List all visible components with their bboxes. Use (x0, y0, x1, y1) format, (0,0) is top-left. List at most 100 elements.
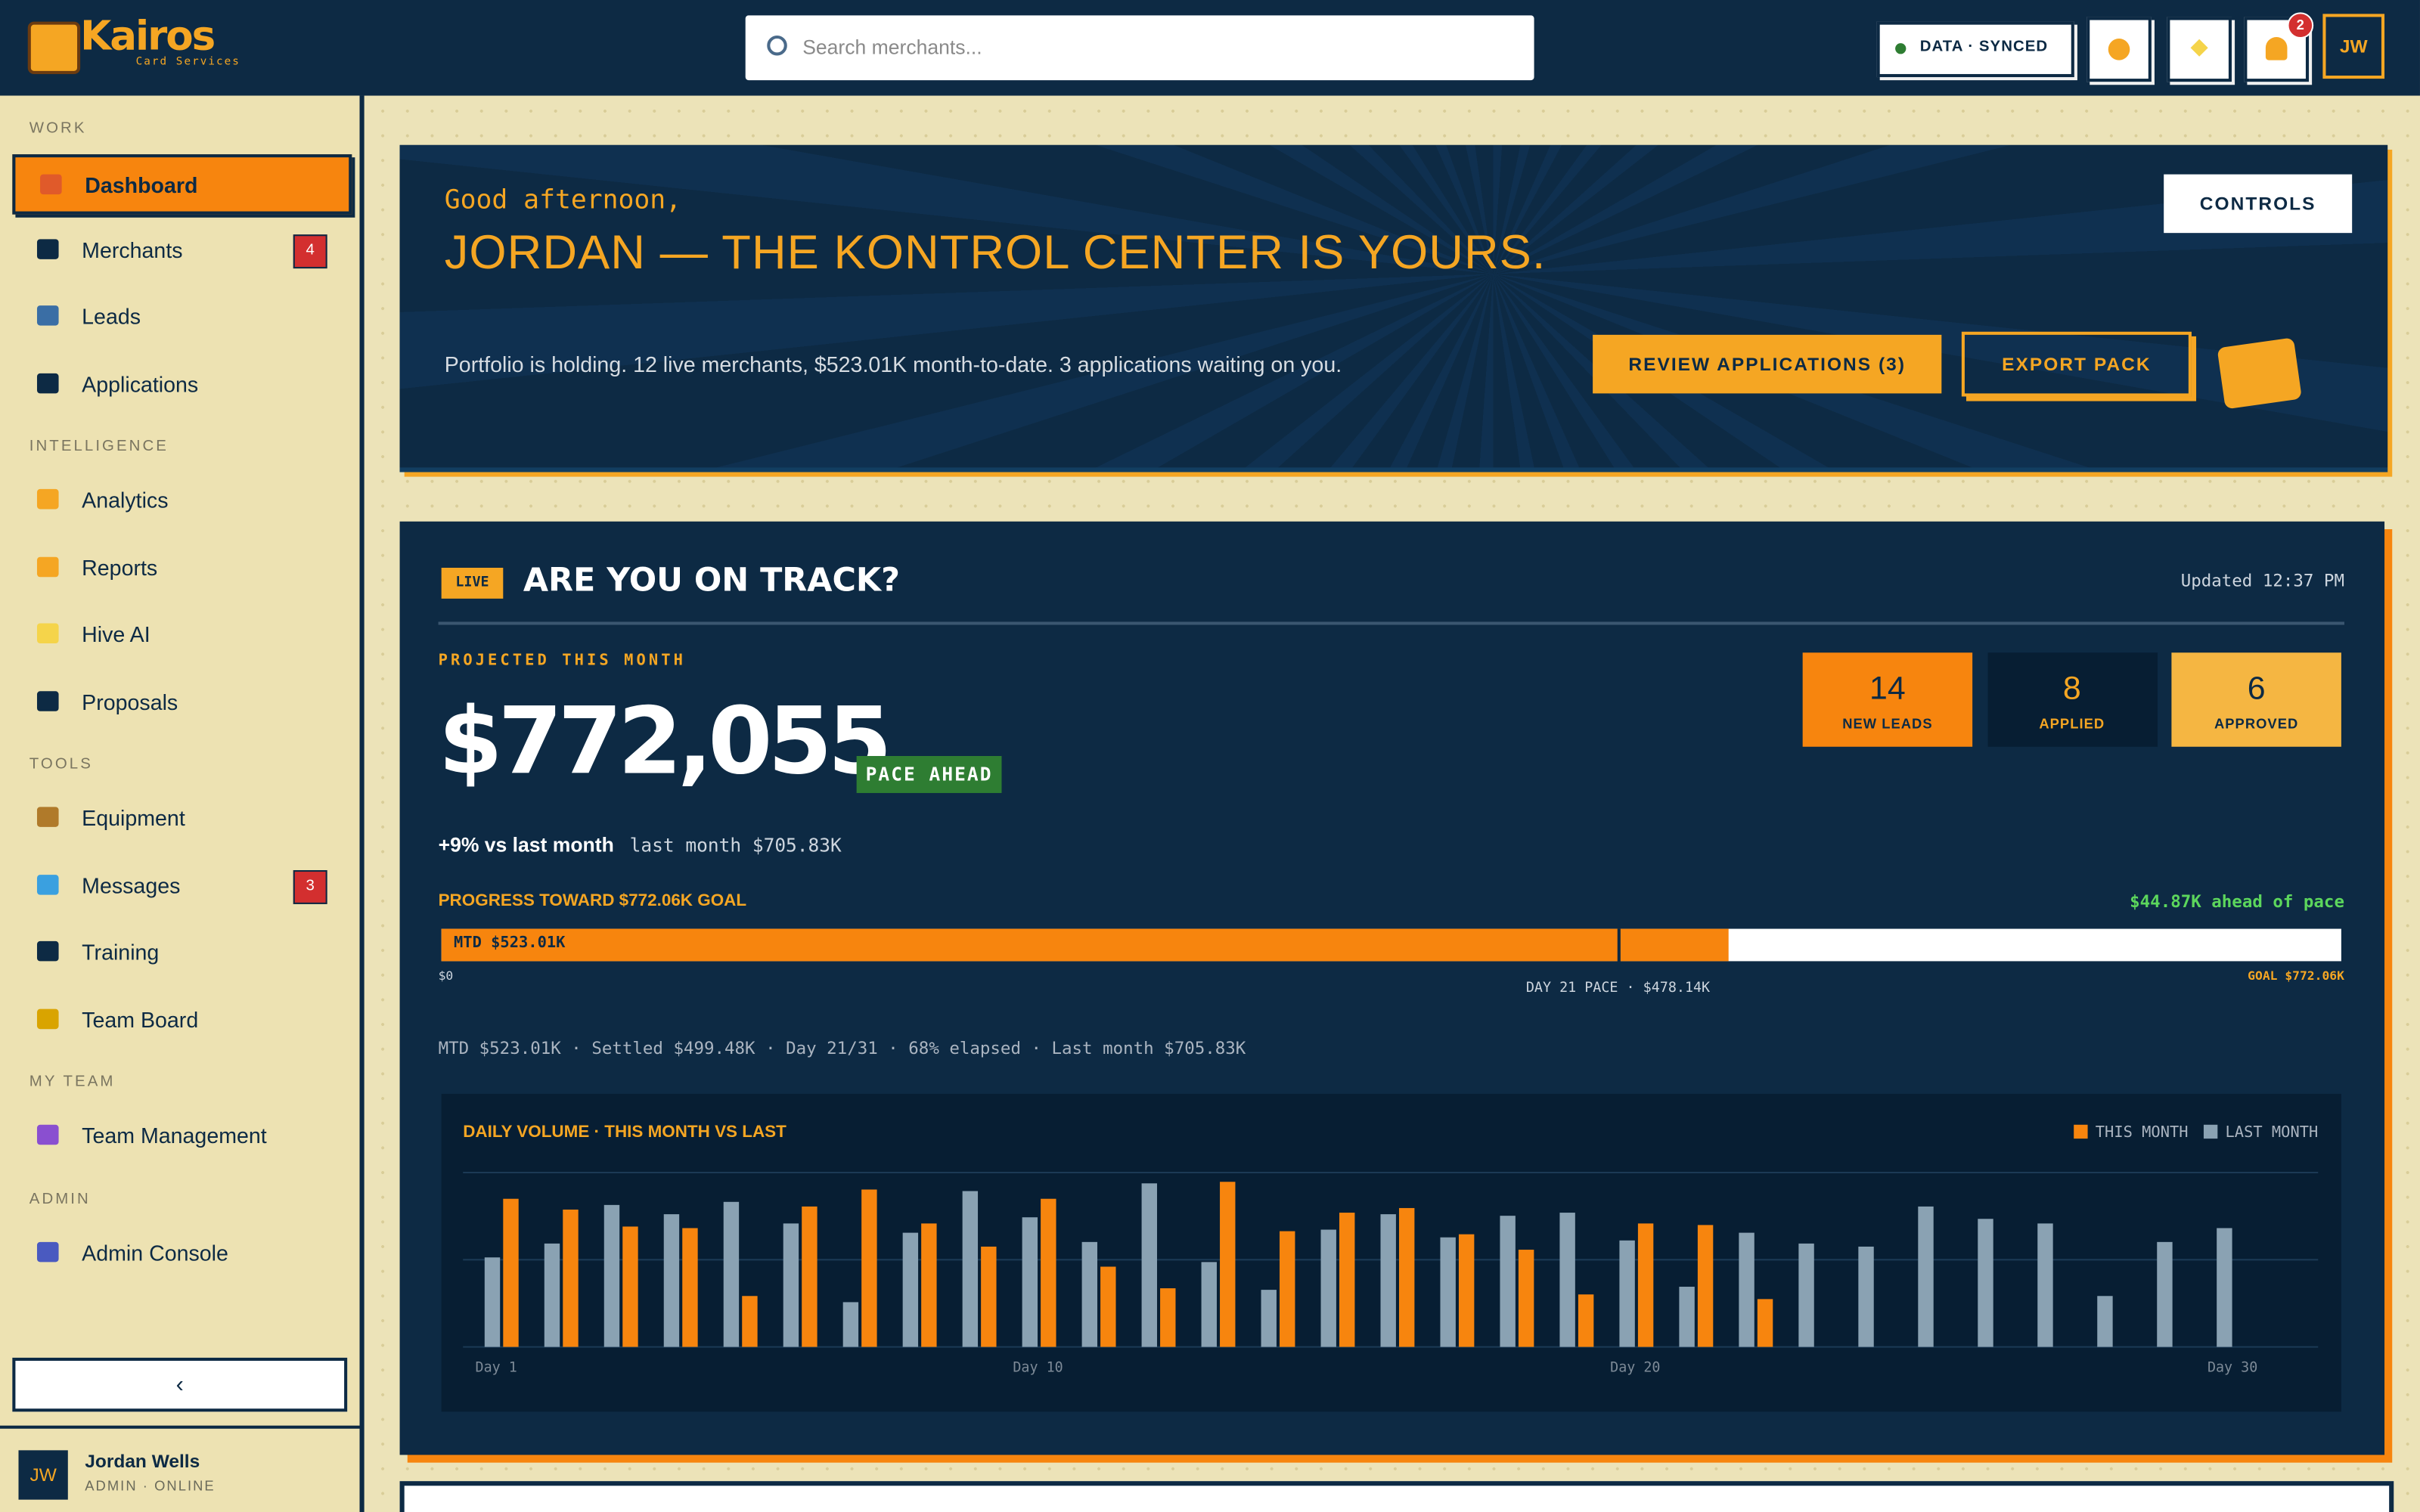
logo-sub: Card Services (135, 55, 240, 68)
theme-button[interactable] (2086, 17, 2152, 82)
projected-value: $772,055 (438, 688, 892, 797)
pace-label: DAY 21 PACE · $478.14K (1525, 981, 1711, 997)
bar (1100, 1266, 1116, 1347)
bar (1559, 1213, 1575, 1347)
bar (2217, 1228, 2232, 1347)
bar (1619, 1240, 1635, 1347)
icon (2265, 36, 2288, 60)
progress-label: PROGRESS TOWARD $772.06K GOAL (438, 891, 747, 911)
nav-item[interactable]: Team Board (12, 991, 346, 1046)
stat-label: NEW LEADS (1842, 715, 1933, 732)
bar (544, 1243, 560, 1347)
progress-bar: MTD $523.01K (441, 928, 2341, 969)
nav-badge: 3 (293, 869, 327, 903)
nav-item[interactable]: Messages 3 (12, 857, 346, 912)
bar (1339, 1213, 1355, 1347)
goal-marker (2340, 929, 2341, 962)
header: Kairos Card Services Search merchants...… (0, 0, 2420, 96)
bar (802, 1206, 818, 1347)
nav-icon (36, 874, 59, 894)
bar (842, 1302, 859, 1347)
bar (1518, 1250, 1534, 1347)
nav-item[interactable]: Dashboard (12, 154, 352, 215)
user-role: ADMIN · ONLINE (85, 1478, 216, 1494)
bar (563, 1209, 579, 1347)
stat-tile: 6 APPROVED (2171, 652, 2341, 747)
sync-status: DATA · SYNCED (1876, 21, 2074, 78)
bar (1679, 1287, 1695, 1347)
nav-icon (36, 238, 59, 259)
section-title: INTELLIGENCE (29, 438, 169, 456)
nav-icon (36, 372, 59, 393)
user-name: Jordan Wells (85, 1450, 200, 1472)
logo[interactable]: Kairos (80, 14, 216, 60)
nav-icon (36, 305, 59, 326)
legend-swatch (2074, 1124, 2088, 1139)
bar (723, 1201, 740, 1347)
bar (2037, 1223, 2053, 1347)
nav-item[interactable]: Equipment (12, 790, 346, 845)
bar (663, 1214, 680, 1347)
nav-label: Analytics (82, 487, 169, 513)
stat-label: APPLIED (2039, 715, 2105, 732)
bar (1739, 1232, 1754, 1347)
export-button[interactable]: EXPORT PACK (1961, 331, 2192, 397)
avatar[interactable]: JW (2322, 14, 2385, 79)
nav-label: Applications (82, 370, 199, 396)
bar (1081, 1241, 1098, 1347)
stat-tile: 14 NEW LEADS (1802, 652, 1973, 747)
icon (2190, 39, 2208, 57)
spark-button[interactable] (2167, 17, 2232, 82)
headline: JORDAN — THE KONTROL CENTER IS YOURS. (444, 225, 1547, 280)
nav-label: Messages (82, 872, 181, 897)
review-button[interactable]: REVIEW APPLICATIONS (3) (1593, 334, 1942, 394)
stat-value: 8 (2062, 671, 2081, 707)
nav-item[interactable]: Training (12, 924, 346, 979)
bar (1500, 1216, 1516, 1347)
updated: Updated 12:37 PM (2180, 571, 2344, 591)
nav-label: Team Management (82, 1123, 267, 1148)
bar (861, 1189, 877, 1347)
section-title: MY TEAM (29, 1074, 116, 1091)
controls-button[interactable]: CONTROLS (2164, 174, 2353, 234)
nav-icon (36, 807, 59, 827)
nav-item[interactable]: Applications (12, 355, 346, 411)
nav-item[interactable]: Reports (12, 539, 346, 594)
nav-item[interactable]: Team Management (12, 1108, 346, 1163)
notifications[interactable]: 2 (2244, 12, 2314, 82)
bar (1398, 1207, 1415, 1347)
bar (1220, 1182, 1236, 1347)
nav-item[interactable]: Admin Console (12, 1224, 346, 1279)
bar (1380, 1214, 1396, 1347)
x-tick-label: Day 20 (1610, 1359, 1660, 1375)
bar (1201, 1262, 1217, 1347)
collapse-button[interactable]: ‹ (12, 1357, 348, 1412)
bar (1578, 1294, 1594, 1347)
nav-item[interactable]: Analytics (12, 472, 346, 527)
stat-value: 14 (1869, 671, 1906, 707)
bar (783, 1223, 799, 1347)
chart-title: DAILY VOLUME · THIS MONTH VS LAST (463, 1122, 786, 1141)
x-tick-label: Day 1 (476, 1359, 517, 1375)
projected-label: PROJECTED THIS MONTH (438, 652, 686, 670)
nav-label: Merchants (82, 237, 183, 262)
nav-item[interactable]: Proposals (12, 674, 346, 729)
bar (1697, 1225, 1714, 1347)
logo-icon (27, 21, 81, 74)
divider (438, 621, 2344, 625)
bar (503, 1198, 519, 1347)
bar (1858, 1246, 1874, 1347)
nav-item[interactable]: Leads (12, 289, 346, 344)
bar (1440, 1237, 1456, 1347)
bar (742, 1296, 758, 1347)
greeting: Good afternoon, (444, 184, 682, 216)
legend-label: LAST MONTH (2226, 1123, 2319, 1141)
search[interactable]: Search merchants... (745, 15, 1534, 81)
bar (1160, 1288, 1176, 1347)
nav-item[interactable]: Merchants 4 (12, 222, 346, 277)
bar (1918, 1206, 1934, 1347)
bar (962, 1191, 979, 1347)
stat-value: 6 (2247, 671, 2266, 707)
nav-item[interactable]: Hive AI (12, 606, 346, 662)
